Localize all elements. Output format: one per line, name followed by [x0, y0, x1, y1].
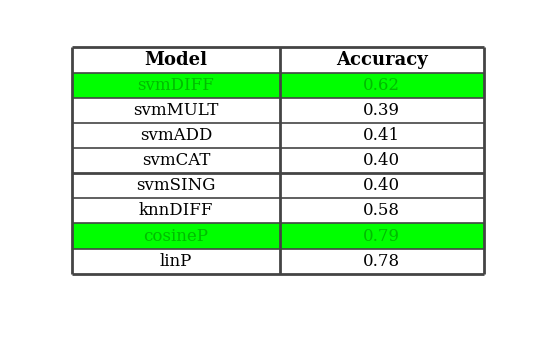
- Text: svmMULT: svmMULT: [133, 102, 218, 119]
- Text: linP: linP: [160, 253, 192, 270]
- Text: 0.79: 0.79: [363, 227, 400, 244]
- Text: Model: Model: [144, 51, 208, 69]
- Bar: [72, 198, 483, 223]
- Text: 0.58: 0.58: [363, 202, 400, 219]
- Bar: [72, 148, 483, 173]
- Text: svmDIFF: svmDIFF: [138, 76, 214, 94]
- Text: svmCAT: svmCAT: [141, 152, 210, 169]
- Text: cosineP: cosineP: [144, 227, 208, 244]
- Bar: [72, 223, 483, 249]
- Text: 0.78: 0.78: [363, 253, 401, 270]
- Text: 0.40: 0.40: [363, 177, 401, 194]
- Text: 0.41: 0.41: [363, 127, 401, 144]
- Text: 0.62: 0.62: [363, 76, 400, 94]
- Bar: [72, 123, 483, 148]
- Text: 0.40: 0.40: [363, 152, 401, 169]
- Bar: [72, 47, 483, 72]
- Bar: [72, 249, 483, 274]
- Bar: [72, 173, 483, 198]
- Text: svmADD: svmADD: [140, 127, 212, 144]
- Text: 0.39: 0.39: [363, 102, 400, 119]
- Bar: [72, 72, 483, 98]
- Text: svmSING: svmSING: [136, 177, 216, 194]
- Text: Accuracy: Accuracy: [336, 51, 428, 69]
- Bar: [72, 98, 483, 123]
- Text: knnDIFF: knnDIFF: [139, 202, 213, 219]
